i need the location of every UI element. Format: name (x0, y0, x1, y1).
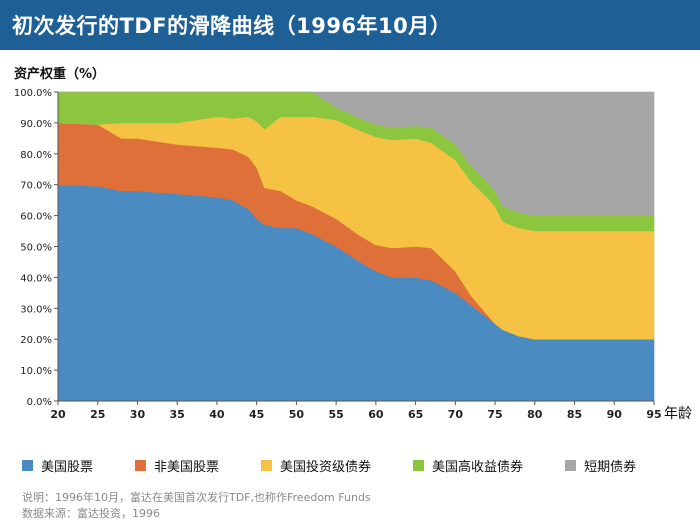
y-tick-label: 70.0% (20, 181, 52, 192)
legend-item-2: 非美国股票 (135, 456, 219, 475)
y-tick-label: 10.0% (20, 366, 52, 377)
area-series-5 (58, 91, 655, 216)
legend-label: 短期债券 (584, 459, 637, 475)
footnote-description: 说明：1996年10月，富达在美国首次发行TDF,也称作Freedom Fund… (22, 491, 371, 504)
x-tick-label: 20 (50, 408, 66, 421)
legend-swatch (22, 459, 33, 471)
x-tick-label: 75 (487, 408, 502, 421)
x-tick-label: 40 (209, 408, 225, 421)
x-tick-label: 65 (408, 408, 423, 421)
x-tick-labels: 20 25 30 35 40 45 50 55 60 65 70 75 80 85 90 95 (50, 408, 661, 421)
y-tick-label: 60.0% (20, 212, 52, 223)
x-tick-label: 55 (328, 408, 343, 421)
legend: 美国股票 非美国股票 美国投资级债券 美国高收益债券 短期债券 (22, 453, 692, 477)
y-tick-label: 80.0% (20, 150, 52, 161)
legend-swatch (261, 459, 273, 471)
y-tick-label: 0.0% (27, 397, 52, 408)
legend-swatch (565, 459, 577, 471)
legend-item-5: 短期债券 (565, 456, 636, 475)
legend-item-3: 美国投资级债券 (261, 456, 371, 475)
x-tick-label: 50 (289, 408, 305, 421)
legend-label: 非美国股票 (154, 459, 220, 475)
x-tick-label: 60 (368, 408, 384, 421)
axes (54, 91, 655, 405)
x-tick-label: 45 (249, 408, 264, 421)
x-tick-label: 25 (90, 408, 105, 421)
y-tick-label: 90.0% (20, 119, 52, 130)
title-banner: 初次发行的TDF的滑降曲线（1996年10月） (0, 0, 700, 50)
x-tick-label: 80 (527, 408, 543, 421)
y-tick-label: 100.0% (14, 88, 52, 99)
x-tick-label: 35 (170, 408, 185, 421)
legend-label: 美国股票 (41, 459, 94, 475)
x-tick-label: 90 (607, 408, 623, 421)
stacked-areas (57, 91, 655, 402)
x-axis-label: 年龄 (664, 406, 692, 422)
footnote-source: 数据来源：富达投资，1996 (22, 507, 160, 520)
legend-swatch (413, 459, 425, 471)
x-tick-label: 85 (567, 408, 582, 421)
y-tick-label: 20.0% (20, 335, 52, 346)
y-tick-label: 50.0% (20, 243, 52, 254)
legend-label: 美国高收益债券 (432, 459, 524, 475)
x-tick-label: 95 (646, 408, 661, 421)
y-tick-labels: 0.0% 10.0% 20.0% 30.0% 40.0% 50.0% 60.0% 70.0% 8… (14, 88, 52, 408)
x-tick-label: 30 (130, 408, 146, 421)
legend-item-1: 美国股票 (22, 456, 93, 475)
legend-swatch (135, 459, 147, 471)
y-axis-label: 资产权重（%） (14, 66, 105, 82)
chart-title: 初次发行的TDF的滑降曲线（1996年10月） (12, 14, 452, 38)
y-tick-label: 30.0% (20, 304, 52, 315)
x-tick-label: 70 (448, 408, 464, 421)
y-tick-label: 40.0% (20, 273, 52, 284)
legend-label: 美国投资级债券 (280, 459, 372, 475)
legend-item-4: 美国高收益债券 (413, 456, 523, 475)
